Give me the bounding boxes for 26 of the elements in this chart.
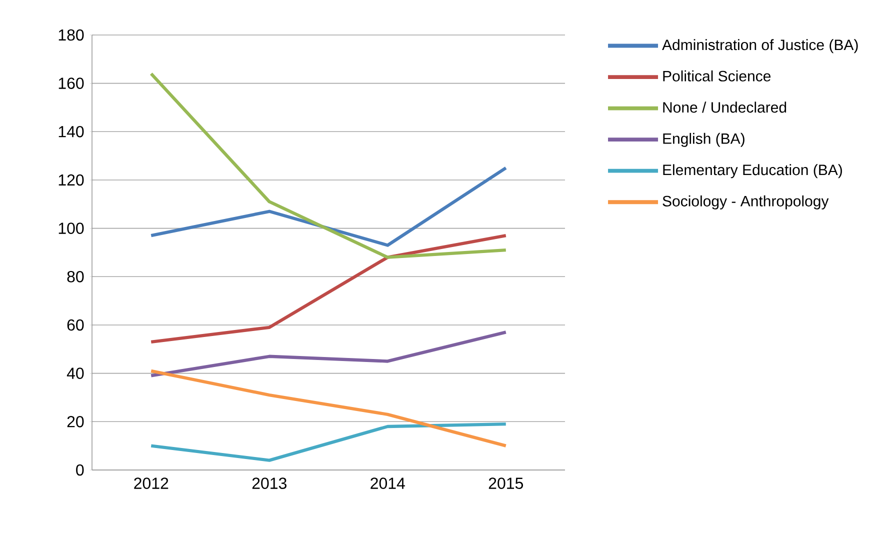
line-series [150, 234, 508, 344]
line-series [150, 369, 508, 448]
y-tick-label: 60 [67, 319, 84, 331]
legend-label: Elementary Education (BA) [663, 164, 842, 178]
line-series [150, 422, 508, 462]
y-tick-label: 120 [58, 174, 84, 186]
legend-label: None / Undeclared [663, 102, 786, 113]
x-tick-label: 2013 [252, 478, 286, 489]
line-series [150, 166, 508, 247]
legend-label: Political Science [663, 70, 771, 82]
y-tick-label: 20 [67, 416, 84, 428]
legend-label: English (BA) [663, 132, 744, 147]
x-tick-label: 2014 [370, 478, 405, 489]
legend-label: Administration of Justice (BA) [662, 39, 858, 54]
x-tick-label: 2015 [488, 478, 524, 489]
line-series [150, 330, 508, 378]
x-tick-label: 2012 [134, 478, 168, 489]
line-series [150, 72, 508, 259]
y-tick-label: 80 [67, 270, 84, 282]
y-tick-label: 0 [76, 464, 84, 476]
y-tick-label: 140 [58, 126, 84, 138]
y-tick-label: 160 [58, 78, 84, 89]
legend-label: Sociology - Anthropology [662, 195, 829, 210]
y-tick-label: 40 [66, 368, 84, 379]
y-tick-label: 100 [58, 222, 84, 234]
y-tick-label: 180 [58, 29, 84, 41]
